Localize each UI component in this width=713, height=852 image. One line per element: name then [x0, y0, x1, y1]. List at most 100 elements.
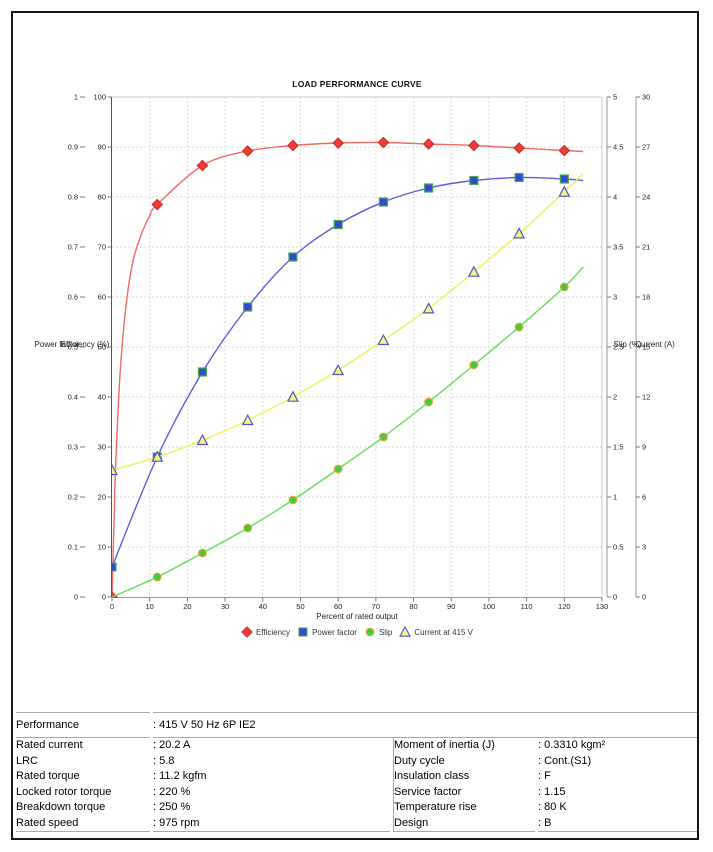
svg-text:9: 9	[642, 443, 646, 452]
legend-label: Efficiency	[255, 627, 291, 637]
power-factor-square-icon	[297, 626, 309, 638]
spec-row: Rated torque : 11.2 kgfm Insulation clas…	[16, 769, 697, 785]
svg-text:12: 12	[642, 393, 650, 402]
svg-text:2.5: 2.5	[613, 343, 623, 352]
svg-text:4.5: 4.5	[613, 143, 623, 152]
legend-label: Slip	[378, 627, 393, 637]
svg-text:40: 40	[259, 602, 267, 611]
svg-text:5: 5	[613, 93, 617, 102]
svg-text:3: 3	[613, 293, 617, 302]
svg-text:0.5: 0.5	[613, 543, 623, 552]
chart-title: LOAD PERFORMANCE CURVE	[292, 79, 422, 89]
svg-text:100: 100	[93, 93, 106, 102]
svg-text:120: 120	[558, 602, 571, 611]
legend-label: Power factor	[312, 627, 357, 637]
spec-value: : 5.8	[153, 754, 175, 767]
svg-text:0.1: 0.1	[68, 543, 78, 552]
spec-label: Rated speed	[16, 816, 150, 832]
svg-text:2: 2	[613, 393, 617, 402]
page-border	[11, 11, 699, 840]
spec-label: Moment of inertia (J)	[393, 738, 535, 754]
svg-text:1: 1	[74, 93, 78, 102]
svg-text:80: 80	[98, 193, 106, 202]
svg-text:0.6: 0.6	[68, 293, 78, 302]
svg-text:Percent of rated output: Percent of rated output	[316, 612, 398, 621]
spec-label: Locked rotor torque	[16, 785, 112, 798]
svg-text:3.5: 3.5	[613, 243, 623, 252]
spec-value: : F	[538, 770, 551, 783]
svg-text:100: 100	[483, 602, 496, 611]
svg-text:90: 90	[98, 143, 106, 152]
svg-text:90: 90	[447, 602, 455, 611]
svg-text:110: 110	[521, 602, 533, 611]
chart-legend: Efficiency Power factor Slip Current at …	[92, 625, 622, 638]
spec-label: Rated current	[16, 739, 83, 752]
svg-text:1.5: 1.5	[613, 443, 623, 452]
spec-value: : 250 %	[153, 801, 191, 814]
spec-value: : B	[538, 816, 698, 832]
spec-value: : Cont.(S1)	[538, 754, 592, 767]
svg-text:Efficiency (%): Efficiency (%)	[61, 340, 110, 349]
spec-row: Rated speed : 975 rpm Design : B	[16, 815, 698, 832]
spec-table: Performance : 415 V 50 Hz 6P IE2 Rated c…	[13, 712, 700, 832]
svg-text:15: 15	[642, 343, 650, 352]
svg-text:10: 10	[146, 602, 154, 611]
svg-text:0.3: 0.3	[68, 443, 78, 452]
legend-item-power-factor: Power factor	[297, 626, 357, 638]
svg-text:0.5: 0.5	[68, 343, 78, 352]
svg-text:30: 30	[221, 602, 229, 611]
svg-text:27: 27	[642, 143, 650, 152]
spec-label: Temperature rise	[393, 800, 535, 816]
spec-row: Rated current : 20.2 A Moment of inertia…	[16, 738, 697, 754]
spec-label: Breakdown torque	[16, 801, 106, 814]
svg-text:50: 50	[296, 602, 304, 611]
svg-text:70: 70	[372, 602, 380, 611]
spec-label: Design	[393, 815, 535, 832]
spec-value: : 0.3310 kgm²	[538, 739, 606, 752]
legend-item-current: Current at 415 V	[399, 625, 473, 638]
svg-text:0.8: 0.8	[68, 193, 78, 202]
svg-text:24: 24	[642, 193, 650, 202]
performance-row: Performance : 415 V 50 Hz 6P IE2	[16, 712, 698, 738]
svg-text:Slip (%): Slip (%)	[613, 340, 641, 349]
svg-text:3: 3	[642, 543, 646, 552]
legend-item-efficiency: Efficiency	[241, 626, 290, 638]
spec-label: LRC	[16, 754, 39, 767]
spec-row: Breakdown torque : 250 % Temperature ris…	[16, 800, 697, 816]
spec-value: : 20.2 A	[153, 739, 191, 752]
series-power-factor	[112, 172, 584, 572]
svg-text:60: 60	[98, 293, 106, 302]
svg-text:4: 4	[613, 193, 617, 202]
svg-text:1: 1	[613, 493, 617, 502]
svg-text:60: 60	[334, 602, 342, 611]
svg-text:40: 40	[98, 393, 106, 402]
spec-label: Service factor	[393, 784, 535, 800]
svg-text:21: 21	[642, 243, 650, 252]
spec-value: : 1.15	[538, 785, 566, 798]
svg-text:70: 70	[98, 243, 106, 252]
spec-label: Performance	[16, 712, 150, 738]
svg-text:0: 0	[642, 593, 646, 602]
spec-row: Locked rotor torque : 220 % Service fact…	[16, 784, 697, 800]
svg-text:0.7: 0.7	[68, 243, 78, 252]
svg-text:50: 50	[98, 343, 106, 352]
svg-text:80: 80	[409, 602, 417, 611]
svg-text:18: 18	[642, 293, 650, 302]
legend-item-slip: Slip	[364, 626, 392, 638]
svg-text:Power factor: Power factor	[35, 340, 80, 349]
svg-text:130: 130	[596, 602, 609, 611]
spec-label: Duty cycle	[393, 753, 535, 769]
svg-text:6: 6	[642, 493, 646, 502]
svg-text:20: 20	[183, 602, 191, 611]
svg-text:0.2: 0.2	[68, 493, 78, 502]
spec-value: : 415 V 50 Hz 6P IE2	[153, 712, 698, 738]
svg-text:30: 30	[642, 93, 650, 102]
svg-text:0: 0	[613, 593, 617, 602]
svg-text:30: 30	[98, 443, 106, 452]
spec-row: LRC : 5.8 Duty cycle : Cont.(S1)	[16, 753, 697, 769]
spec-value: : 11.2 kgfm	[153, 770, 207, 783]
svg-text:Current (A): Current (A)	[635, 340, 675, 349]
efficiency-diamond-icon	[241, 626, 253, 638]
svg-text:0.9: 0.9	[68, 143, 78, 152]
